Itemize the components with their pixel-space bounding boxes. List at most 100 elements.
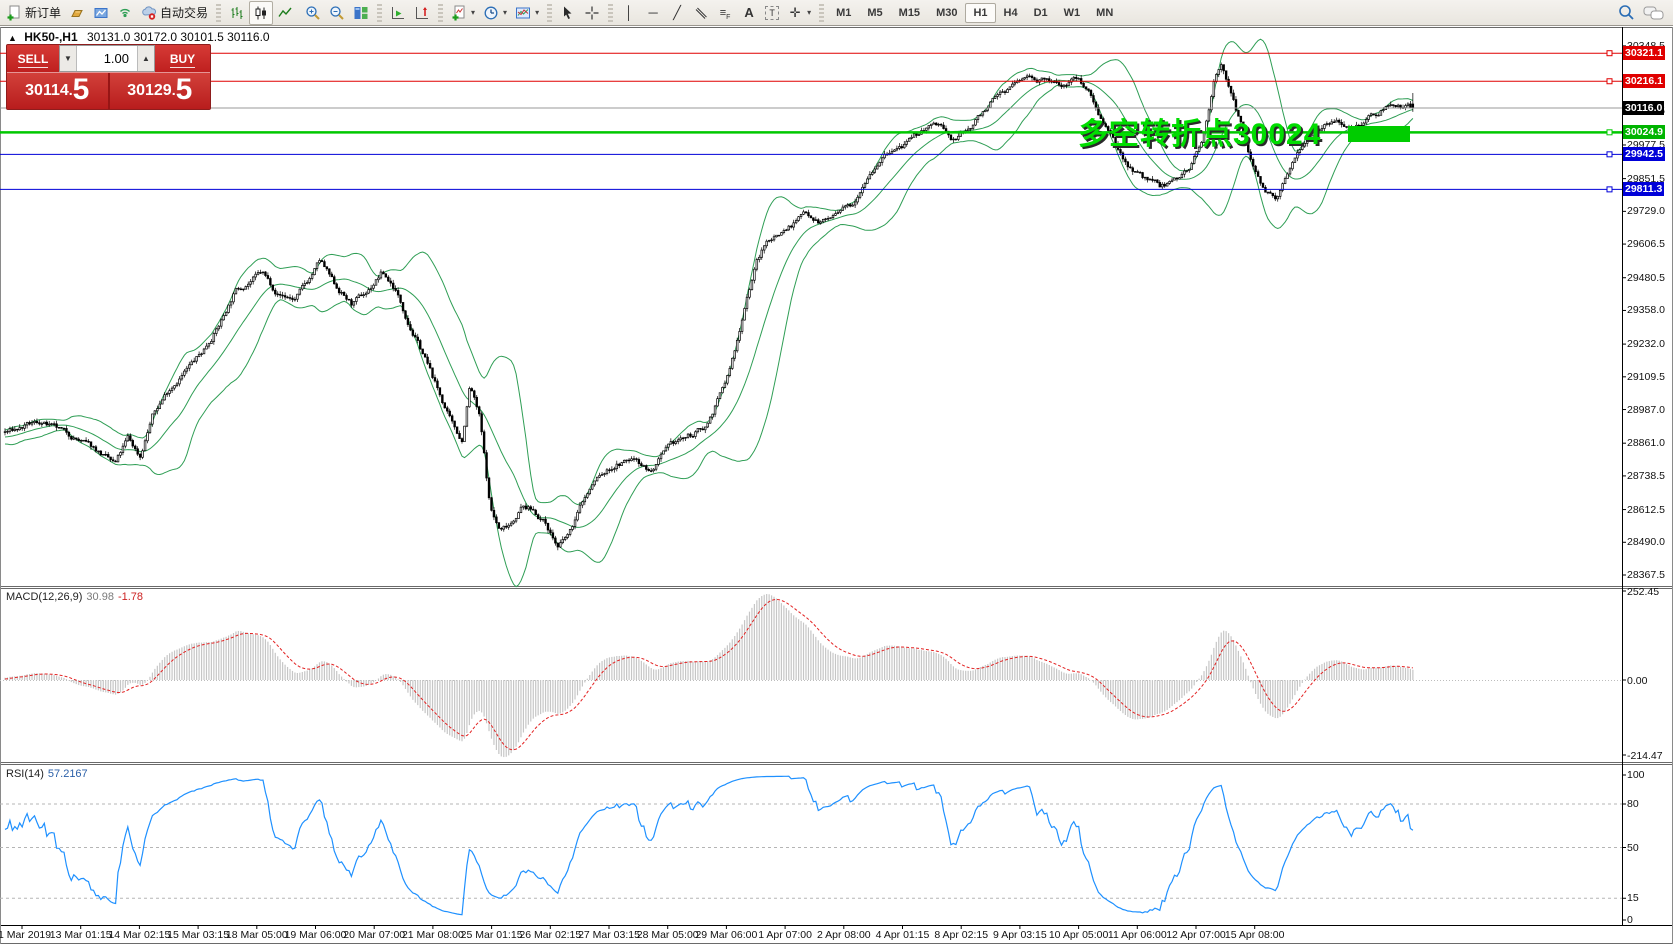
line-handle-icon[interactable] bbox=[1606, 50, 1613, 57]
toolbar-separator bbox=[547, 3, 553, 22]
cursor-arrow-icon bbox=[564, 6, 572, 19]
chevron-down-icon[interactable]: ▾ bbox=[503, 8, 508, 17]
toolbar-separator bbox=[216, 3, 222, 22]
timeframe-m15-button[interactable]: M15 bbox=[898, 6, 921, 19]
time-label: 26 Mar 02:15 bbox=[519, 929, 582, 941]
line-handle-icon[interactable] bbox=[1606, 78, 1613, 85]
price-tick-label: 28612.5 bbox=[1627, 503, 1665, 516]
toolbar-right bbox=[1618, 4, 1673, 21]
time-label: 29 Mar 06:00 bbox=[695, 929, 758, 941]
line-handle-icon[interactable] bbox=[1606, 129, 1613, 136]
time-label: 9 Apr 03:15 bbox=[993, 929, 1047, 941]
autotrading-button[interactable]: 自动交易 bbox=[137, 1, 212, 25]
timeframe-w1-button[interactable]: W1 bbox=[1063, 6, 1081, 19]
price-tick-label: 29358.0 bbox=[1627, 304, 1665, 317]
time-label: 2 Apr 08:00 bbox=[816, 929, 871, 941]
trade-panel-top-row: SELL ▼ 1.00 ▲ BUY bbox=[7, 45, 210, 72]
toolbar-separator bbox=[377, 3, 383, 22]
time-label: 8 Apr 02:15 bbox=[934, 929, 989, 941]
chevron-down-icon[interactable]: ▾ bbox=[535, 8, 540, 17]
text-label-icon: T bbox=[765, 5, 780, 20]
clock-icon bbox=[484, 6, 498, 19]
market-gold-button[interactable] bbox=[65, 1, 89, 25]
price-tick-label: 28987.0 bbox=[1627, 403, 1665, 416]
channel-button[interactable]: ∥ bbox=[689, 1, 713, 25]
signals-button[interactable] bbox=[113, 1, 137, 25]
volume-decrease-button[interactable]: ▼ bbox=[60, 46, 77, 71]
chevron-down-icon[interactable]: ▾ bbox=[807, 8, 812, 17]
indicators-button[interactable]: ▾ bbox=[447, 1, 479, 25]
sell-button[interactable]: SELL bbox=[7, 45, 59, 72]
timeframe-m1-button[interactable]: M1 bbox=[836, 6, 852, 19]
ohlc-values: 30131.0 30172.0 30101.5 30116.0 bbox=[86, 30, 270, 44]
buy-button[interactable]: BUY bbox=[155, 45, 210, 72]
arrows-icon: ✛ bbox=[789, 4, 801, 20]
trendline-button[interactable]: ╱ bbox=[665, 1, 689, 25]
periods-button[interactable]: ▾ bbox=[479, 1, 511, 25]
fibonacci-button[interactable]: ≡F bbox=[713, 1, 737, 25]
time-label: 20 Mar 07:00 bbox=[343, 929, 406, 941]
line-handle-icon[interactable] bbox=[1606, 186, 1613, 193]
zoom-out-button[interactable] bbox=[325, 1, 349, 25]
cursor-button[interactable] bbox=[556, 1, 580, 25]
triangle-up-icon: ▲ bbox=[142, 54, 150, 63]
timeframe-m5-button[interactable]: M5 bbox=[867, 6, 883, 19]
crosshair-button[interactable] bbox=[580, 1, 604, 25]
rsi-tick-label: 0 bbox=[1627, 914, 1633, 926]
templates-button[interactable]: ▾ bbox=[511, 1, 543, 25]
trade-panel-price-row: 30114.5 30129.5 bbox=[7, 72, 210, 109]
candlestick-chart-button[interactable] bbox=[249, 0, 274, 25]
macd-tick-label: 252.45 bbox=[1627, 586, 1660, 598]
price-dot: . bbox=[171, 82, 176, 98]
publish-chart-button[interactable] bbox=[89, 1, 113, 25]
horizontal-line-button[interactable]: ─ bbox=[641, 1, 665, 25]
zoom-in-button[interactable] bbox=[301, 1, 325, 25]
chart-shift-button[interactable] bbox=[410, 1, 434, 25]
bar-chart-button[interactable] bbox=[225, 1, 249, 25]
buy-price[interactable]: 30129.5 bbox=[109, 73, 210, 109]
sell-price[interactable]: 30114.5 bbox=[7, 73, 110, 109]
rsi-value: 57.2167 bbox=[47, 768, 88, 780]
collapse-panel-icon[interactable]: ▲ bbox=[8, 33, 17, 43]
rsi-line bbox=[4, 775, 1414, 916]
timeframe-h4-button[interactable]: H4 bbox=[1003, 6, 1018, 19]
time-label: 15 Apr 08:00 bbox=[1224, 929, 1285, 941]
volume-increase-button[interactable]: ▲ bbox=[137, 46, 154, 71]
timeframe-h1-button[interactable]: H1 bbox=[965, 2, 996, 23]
annotation-highlight-rect[interactable] bbox=[1348, 126, 1410, 142]
toolbar-group-trading: 新订单 自动交易 bbox=[0, 0, 214, 26]
new-order-button[interactable]: 新订单 bbox=[2, 1, 65, 25]
macd-name: MACD(12,26,9) bbox=[6, 591, 83, 603]
tile-windows-icon bbox=[354, 6, 368, 19]
price-line-label-29811.3: 29811.3 bbox=[1623, 182, 1665, 197]
timeframe-m30-button[interactable]: M30 bbox=[936, 6, 958, 19]
chevron-down-icon[interactable]: ▾ bbox=[471, 8, 476, 17]
arrows-button[interactable]: ✛ ▾ bbox=[783, 1, 815, 25]
macd-histogram bbox=[4, 594, 1414, 758]
candlestick-chart-icon bbox=[255, 6, 267, 19]
symbol-period: HK50-,H1 bbox=[24, 30, 78, 44]
publish-icon bbox=[94, 7, 108, 18]
tile-windows-button[interactable] bbox=[349, 1, 373, 25]
vertical-line-button[interactable]: │ bbox=[617, 1, 641, 25]
timeframe-d1-button[interactable]: D1 bbox=[1033, 6, 1048, 19]
line-chart-icon bbox=[278, 7, 292, 17]
text-button[interactable]: A bbox=[737, 1, 761, 25]
line-chart-button[interactable] bbox=[273, 1, 297, 25]
search-icon[interactable] bbox=[1618, 4, 1635, 21]
auto-scroll-button[interactable] bbox=[386, 1, 410, 25]
rsi-tick-label: 80 bbox=[1627, 798, 1639, 810]
text-label-button[interactable]: T bbox=[761, 1, 783, 25]
price-main: 30129 bbox=[127, 82, 172, 99]
time-label: 10 Apr 05:00 bbox=[1048, 929, 1109, 941]
time-label: 18 Mar 05:00 bbox=[225, 929, 288, 941]
volume-input[interactable]: 1.00 bbox=[103, 51, 129, 66]
price-tick-label: 29606.5 bbox=[1627, 238, 1665, 251]
chat-icon[interactable] bbox=[1643, 5, 1665, 21]
new-order-icon bbox=[7, 5, 20, 20]
timeframe-mn-button[interactable]: MN bbox=[1096, 6, 1114, 19]
annotation-text[interactable]: 多空转折点30024 bbox=[1078, 118, 1322, 151]
price-tick-label: 28861.0 bbox=[1627, 437, 1665, 450]
line-handle-icon[interactable] bbox=[1606, 151, 1613, 158]
time-label: 14 Mar 02:15 bbox=[108, 929, 171, 941]
